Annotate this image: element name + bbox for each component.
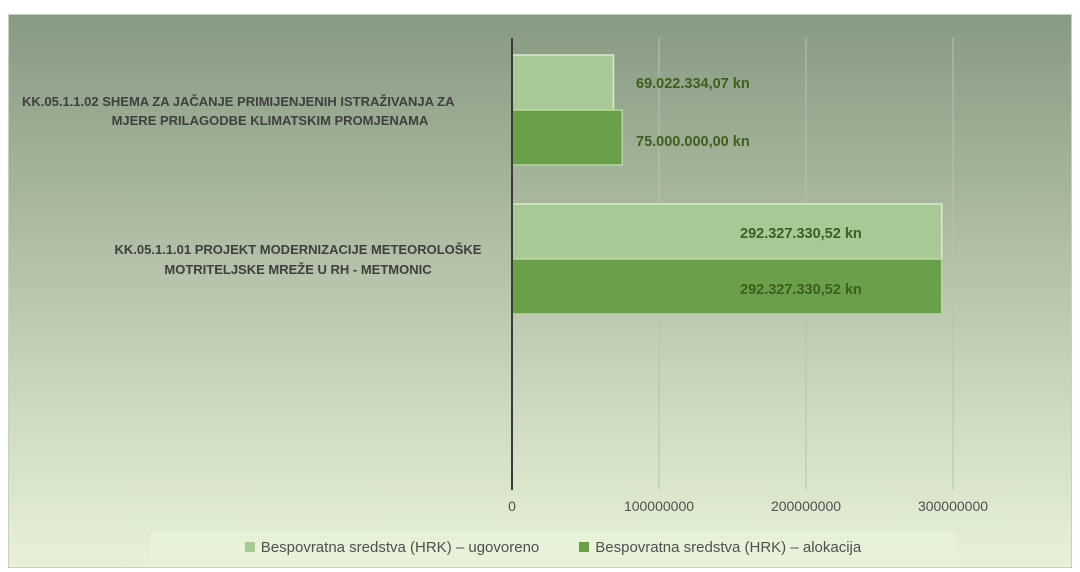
legend-item-ugovoreno: Bespovratna sredstva (HRK) – ugovoreno <box>244 538 540 556</box>
legend-item-alokacija: Bespovratna sredstva (HRK) – alokacija <box>579 539 861 556</box>
data-label: 292.327.330,52 kn <box>740 226 862 242</box>
legend-label-alokacija: Bespovratna sredstva (HRK) – alokacija <box>595 538 862 556</box>
x-tick-label: 100000000 <box>624 498 694 514</box>
category-label: MJERE PRILAGODBE KLIMATSKIM PROMJENAMA <box>112 113 429 128</box>
legend-swatch-alokacija <box>579 542 590 552</box>
x-tick-label: 200000000 <box>771 498 841 514</box>
category-label: MOTRITELJSKE MREŽE U RH - METMONIC <box>164 262 432 277</box>
legend-swatch-ugovoreno <box>244 542 255 552</box>
bar <box>511 109 623 166</box>
bar <box>511 258 943 315</box>
data-label: 69.022.334,07 kn <box>636 76 750 92</box>
category-label: KK.05.1.1.02 SHEMA ZA JAČANJE PRIMIJENJE… <box>22 94 455 109</box>
bar <box>511 54 615 111</box>
data-label: 75.000.000,00 kn <box>636 134 750 150</box>
legend-label-ugovoreno: Bespovratna sredstva (HRK) – ugovoreno <box>260 538 540 556</box>
bar <box>511 203 943 260</box>
x-tick-label: 300000000 <box>918 498 988 514</box>
category-label: KK.05.1.1.01 PROJEKT MODERNIZACIJE METEO… <box>115 242 482 257</box>
data-label: 292.327.330,52 kn <box>740 282 862 298</box>
x-tick-label: 0 <box>508 498 516 514</box>
legend: Bespovratna sredstva (HRK) – ugovoreno B… <box>150 532 956 562</box>
